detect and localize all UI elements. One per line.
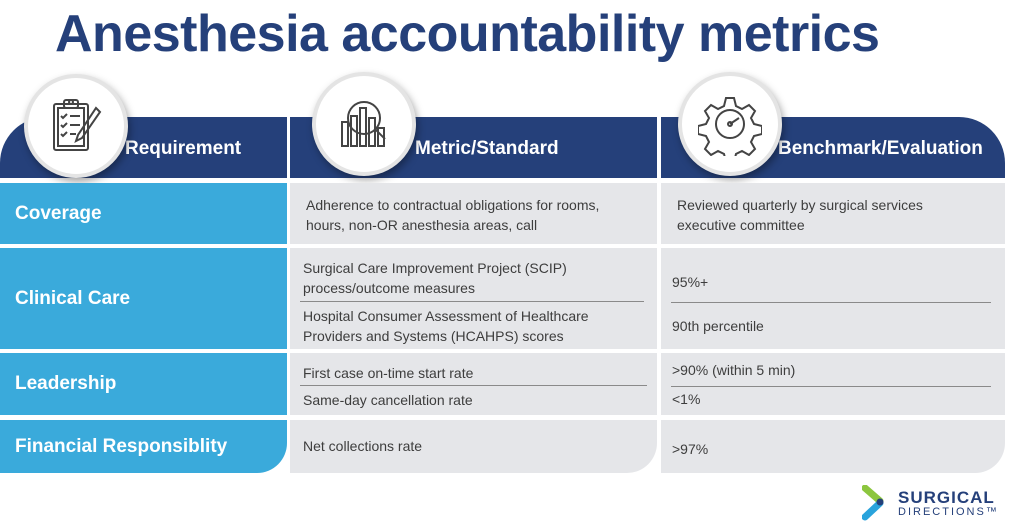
divider	[671, 386, 991, 387]
benchmark-cell: >90% (within 5 min) <1%	[661, 353, 1005, 415]
requirement-label: Leadership	[15, 373, 117, 394]
benchmark-cell: >97%	[661, 420, 1005, 473]
requirement-label: Financial Responsiblity	[15, 435, 228, 457]
chart-magnifier-icon	[312, 72, 416, 176]
metric-cell: Adherence to contractual obligations for…	[290, 183, 657, 244]
benchmark-text: Reviewed quarterly by surgical services …	[677, 197, 923, 233]
logo-text: SURGICAL	[898, 488, 995, 507]
header-label: Benchmark/Evaluation	[778, 138, 983, 159]
metric-cell: Surgical Care Improvement Project (SCIP)…	[290, 248, 657, 349]
page-title: Anesthesia accountability metrics	[55, 5, 880, 63]
metric-cell: First case on-time start rate Same-day c…	[290, 353, 657, 415]
divider	[300, 301, 644, 302]
benchmark-cell: 95%+ 90th percentile	[661, 248, 1005, 349]
logo-subtext: DIRECTIONS™	[898, 506, 999, 518]
surgical-directions-logo-icon	[862, 485, 884, 521]
benchmark-cell: Reviewed quarterly by surgical services …	[661, 183, 1005, 244]
metric-cell: Net collections rate	[290, 420, 657, 473]
metric-text: Net collections rate	[303, 438, 423, 454]
metric-text: Adherence to contractual obligations for…	[306, 197, 600, 233]
benchmark-text: 95%+	[672, 274, 709, 290]
requirement-label: Clinical Care	[15, 287, 131, 309]
metric-text: First case on-time start rate	[303, 365, 474, 381]
requirement-financial: Financial Responsiblity	[0, 420, 287, 473]
divider	[671, 302, 991, 303]
requirement-coverage: Coverage	[0, 183, 287, 244]
benchmark-text: >97%	[672, 441, 709, 457]
header-label: Requirement	[125, 138, 242, 159]
clipboard-checklist-icon	[24, 74, 128, 178]
benchmark-text: <1%	[672, 391, 701, 407]
divider	[300, 385, 647, 386]
header-label: Metric/Standard	[415, 138, 559, 159]
metric-text: Hospital Consumer Assessment of Healthca…	[303, 308, 589, 344]
metric-text: Same-day cancellation rate	[303, 392, 473, 408]
benchmark-text: 90th percentile	[672, 318, 764, 334]
requirement-label: Coverage	[15, 202, 102, 224]
gear-gauge-icon	[678, 72, 782, 176]
benchmark-text: >90% (within 5 min)	[672, 362, 796, 378]
metric-text: Surgical Care Improvement Project (SCIP)…	[303, 260, 567, 296]
requirement-leadership: Leadership	[0, 353, 287, 415]
requirement-clinical-care: Clinical Care	[0, 248, 287, 349]
